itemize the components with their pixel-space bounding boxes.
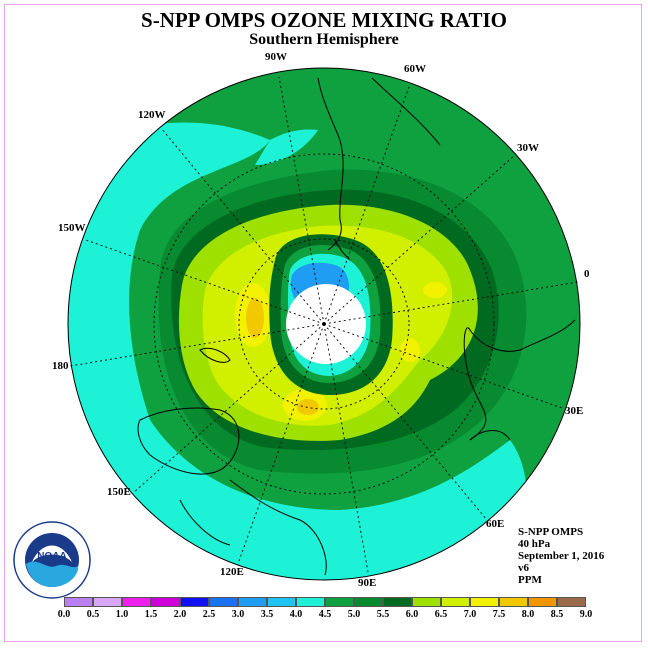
lon-label-90w: 90W: [265, 51, 287, 63]
lon-label-150e: 150E: [107, 486, 131, 498]
colorbar-tick-label: 0.5: [86, 609, 100, 620]
colorbar-swatch: [64, 597, 93, 607]
colorbar-swatch: [325, 597, 354, 607]
lon-label-120w: 120W: [138, 109, 166, 121]
colorbar-ticks: 0.0 0.5 1.0 1.5 2.0 2.5 3.0 3.5 4.0 4.5 5.0 5.5 6.0 6…: [58, 609, 593, 623]
lon-label-120e: 120E: [220, 566, 244, 578]
info-block: S-NPP OMPS 40 hPa September 1, 2016 v6 P…: [518, 526, 604, 586]
colorbar-tick-label: 3.0: [231, 609, 245, 620]
colorbar-swatch: [383, 597, 412, 607]
colorbar-tick-label: 3.5: [260, 609, 274, 620]
colorbar-tick-label: 8.5: [550, 609, 564, 620]
band-7.0-7.5: [297, 399, 319, 415]
lon-label-0: 0: [584, 268, 590, 280]
noaa-logo-text: NOAA: [37, 551, 66, 562]
lon-label-30w: 30W: [517, 142, 539, 154]
lon-label-60e: 60E: [486, 518, 505, 530]
colorbar-swatch: [528, 597, 557, 607]
colorbar-swatch: [470, 597, 499, 607]
info-units: PPM: [518, 574, 542, 586]
colorbar-tick-label: 6.5: [434, 609, 448, 620]
coastlines: [137, 77, 576, 576]
south-pole-marker: [322, 322, 326, 326]
colorbar-swatch: [412, 597, 441, 607]
map-border: [67, 67, 581, 581]
info-instrument: S-NPP OMPS: [518, 526, 584, 538]
colorbar-tick-label: 1.5: [144, 609, 158, 620]
colorbar-swatch: [441, 597, 470, 607]
colorbar-swatch: [499, 597, 528, 607]
colorbar-swatch: [354, 597, 383, 607]
band-6.5-7.0: [400, 338, 420, 362]
colorbar-tick-label: 0.0: [57, 609, 71, 620]
colorbar-swatch: [122, 597, 151, 607]
colorbar-tick-label: 5.0: [347, 609, 361, 620]
colorbar-tick-label: 9.0: [579, 609, 593, 620]
colorbar-swatch: [238, 597, 267, 607]
chart-subtitle: Southern Hemisphere: [249, 31, 399, 48]
lon-label-150w: 150W: [58, 222, 86, 234]
colorbar-swatch: [151, 597, 180, 607]
lon-label-90e: 90E: [358, 577, 377, 589]
band-6.5-7.0: [423, 282, 447, 298]
colorbar-swatch: [209, 597, 238, 607]
colorbar-swatch: [557, 597, 586, 607]
info-version: v6: [518, 562, 529, 574]
colorbar-tick-label: 4.0: [289, 609, 303, 620]
graticule: [69, 76, 579, 573]
colorbar-tick-label: 7.5: [492, 609, 506, 620]
info-level: 40 hPa: [518, 538, 551, 550]
colorbar-tick-label: 8.0: [521, 609, 535, 620]
colorbar: [64, 597, 586, 607]
lon-label-30e: 30E: [565, 405, 584, 417]
colorbar-swatch: [93, 597, 122, 607]
plot-frame: [4, 4, 642, 642]
band-7.0-7.5: [246, 298, 264, 338]
colorbar-tick-label: 2.0: [173, 609, 187, 620]
colorbar-tick-label: 2.5: [202, 609, 216, 620]
colorbar-tick-label: 6.0: [405, 609, 419, 620]
band-3.5-4.0: [255, 129, 318, 165]
lon-label-180: 180: [52, 360, 69, 372]
band-3.5-4.0: [68, 122, 527, 580]
colorbar-tick-label: 5.5: [376, 609, 390, 620]
noaa-logo: NOAA: [13, 521, 91, 599]
colorbar-swatch: [267, 597, 296, 607]
colorbar-swatch: [180, 597, 209, 607]
chart-title: S-NPP OMPS OZONE MIXING RATIO: [141, 8, 507, 32]
colorbar-tick-label: 4.5: [318, 609, 332, 620]
colorbar-swatch: [296, 597, 325, 607]
colorbar-tick-label: 7.0: [463, 609, 477, 620]
lon-label-60w: 60W: [404, 63, 426, 75]
info-date: September 1, 2016: [518, 550, 605, 562]
colorbar-tick-label: 1.0: [115, 609, 129, 620]
